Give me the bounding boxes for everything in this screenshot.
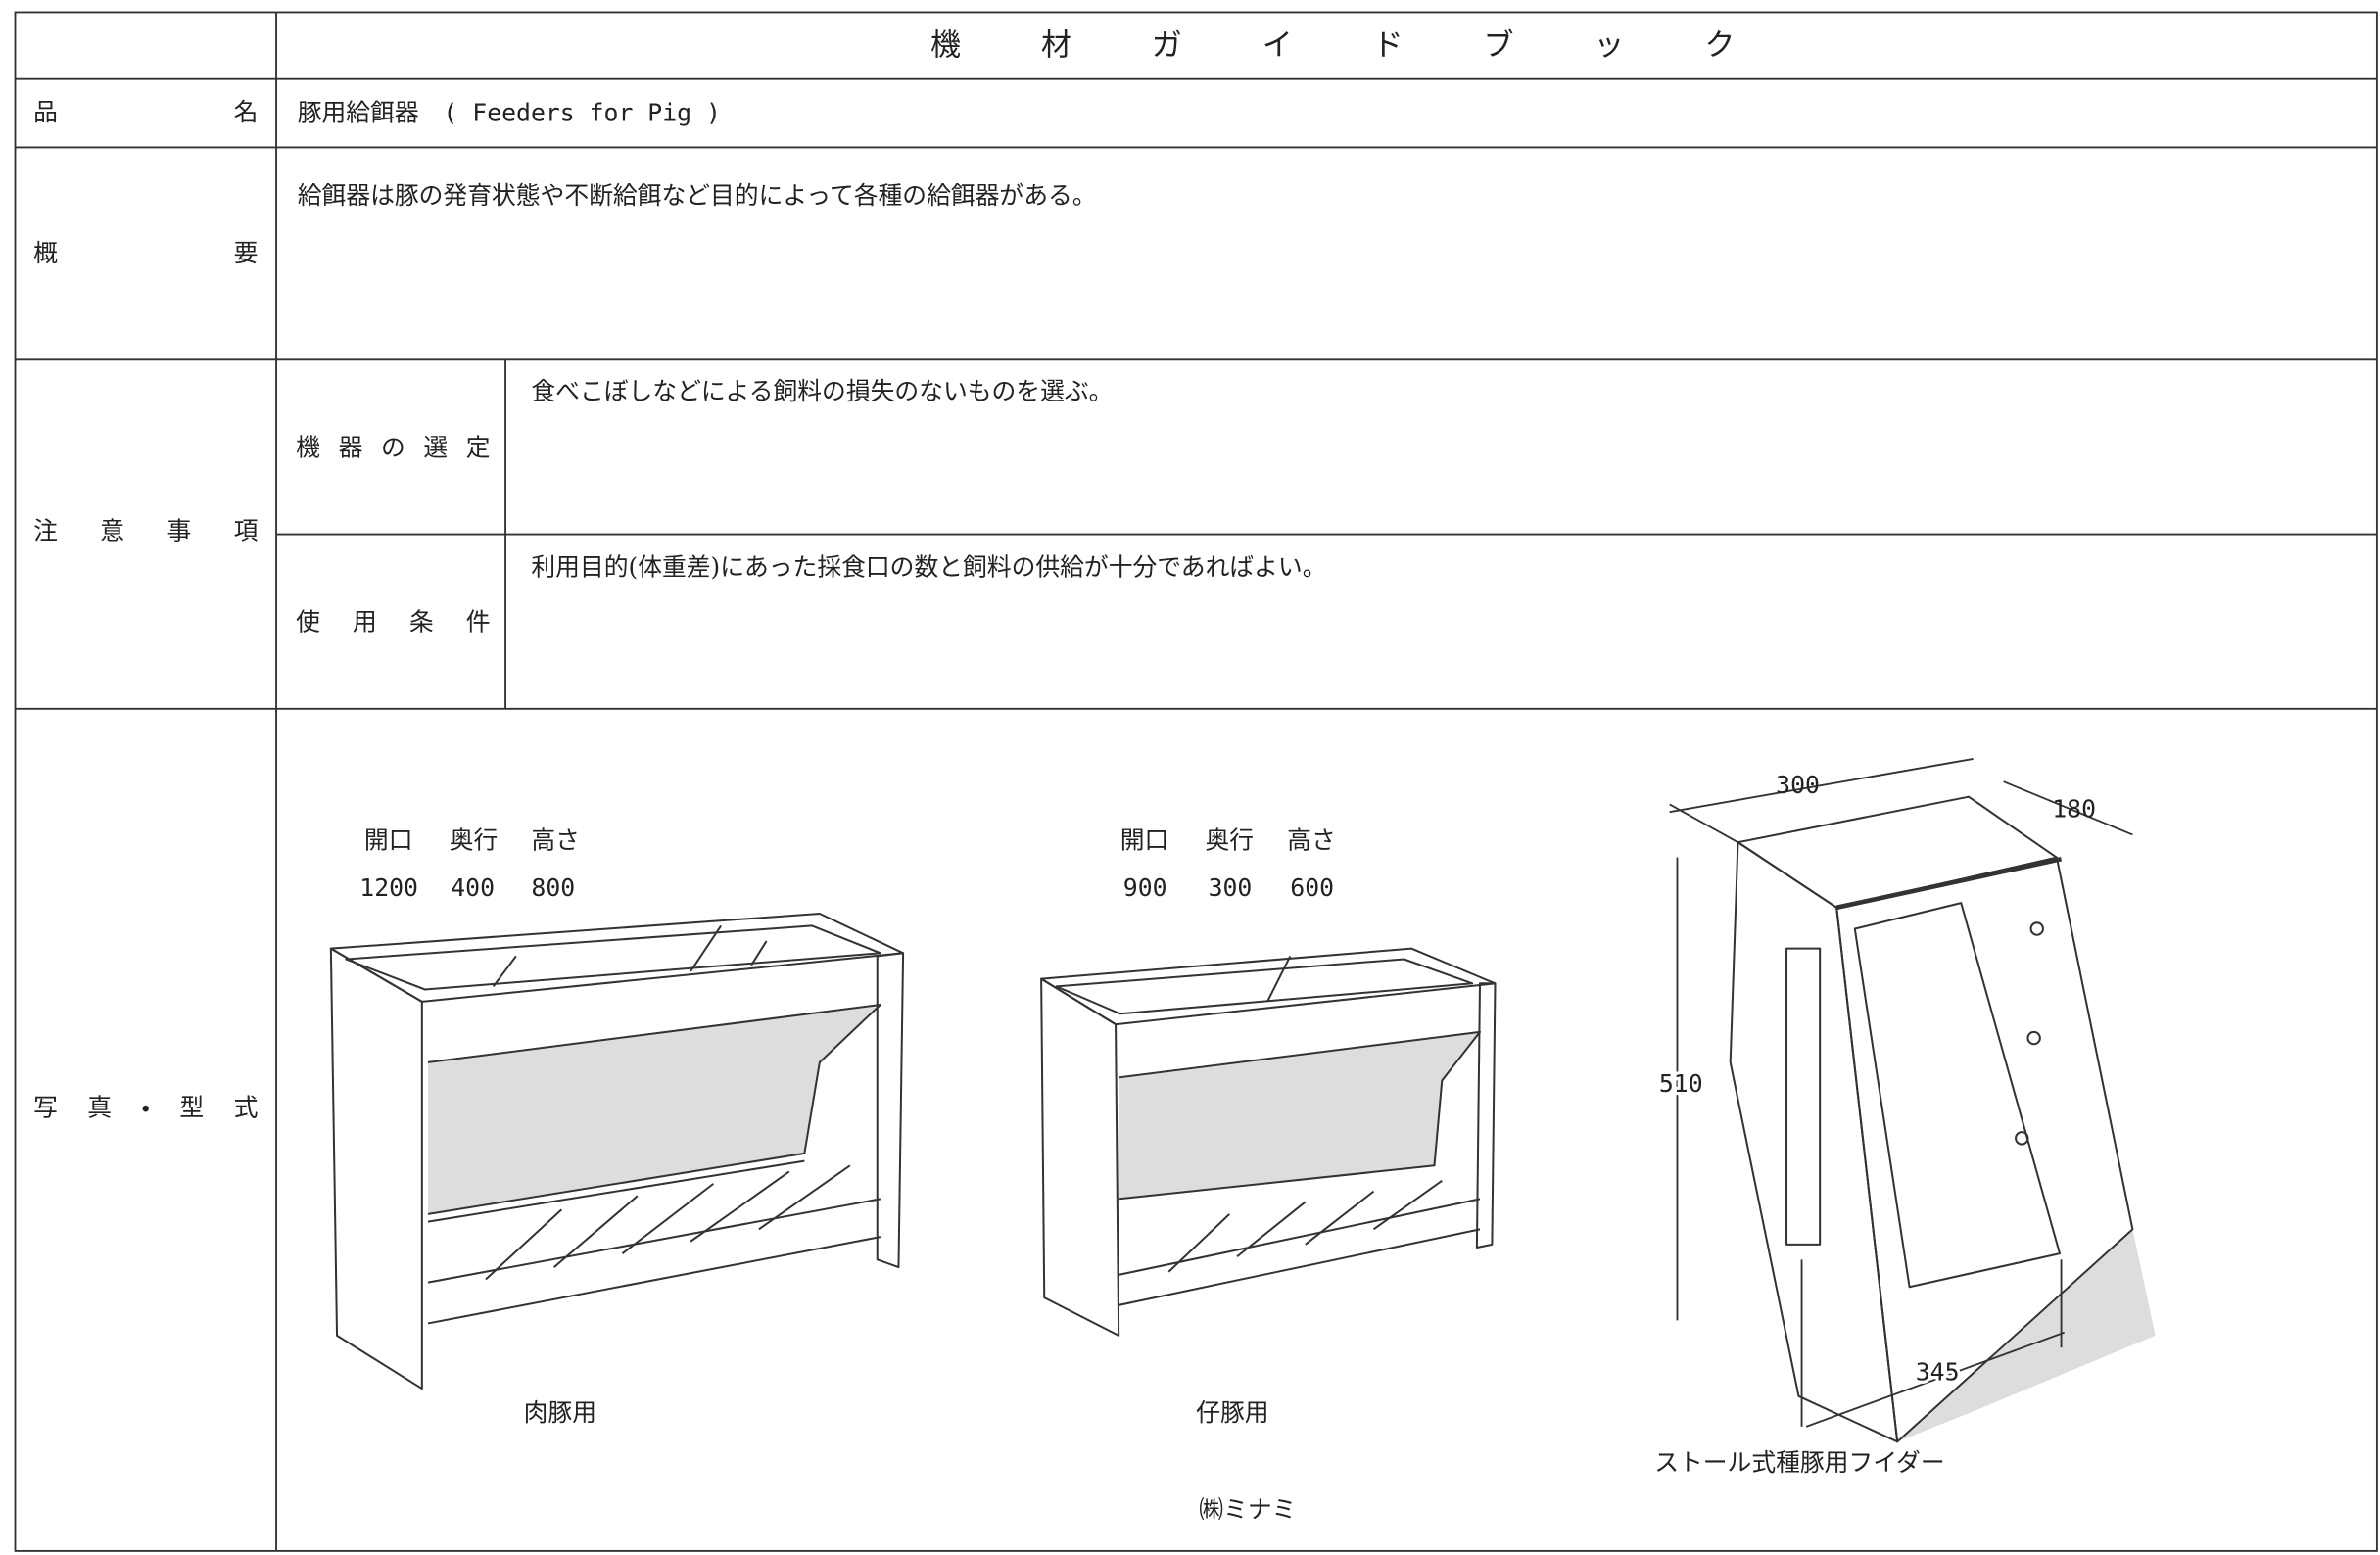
dim-value: 345	[1916, 1358, 1960, 1387]
outer-border	[14, 11, 2378, 1552]
dim-label: 高さ	[531, 826, 580, 855]
dim-label: 高さ	[1287, 826, 1336, 855]
dim-value: 400	[451, 873, 495, 902]
overview-text: 給餌器は豚の発育状態や不断給餌など目的によって各種の給餌器がある。	[298, 181, 1097, 210]
title: 機材ガイドブック	[930, 28, 1735, 64]
row-label: 品名	[33, 98, 258, 126]
dim-value: 800	[531, 873, 575, 902]
dim-label: 奥行	[1205, 826, 1254, 855]
row-label: 注意事項	[33, 517, 259, 545]
row-label: 写真・型式	[33, 1093, 258, 1121]
dim-label: 奥行	[450, 826, 499, 855]
dim-label: 開口	[1120, 826, 1169, 855]
sub-label: 機器の選定	[296, 433, 490, 461]
dim-label: 開口	[364, 826, 413, 855]
sub-label: 使用条件	[296, 608, 490, 636]
feeder-stall: 300 180 510 345	[1656, 758, 2156, 1443]
product-name: 豚用給餌器 ( Feeders for Pig )	[298, 98, 721, 126]
feeder-large: 開口 奥行 高さ 1200 400 800	[329, 826, 905, 1390]
caption: 仔豚用	[1196, 1398, 1268, 1427]
row-label: 概要	[33, 239, 258, 267]
dim-value: 1200	[359, 873, 418, 902]
dim-value: 600	[1290, 873, 1334, 902]
table-rules	[14, 11, 2378, 1552]
dim-value: 180	[2052, 795, 2096, 824]
dim-value: 300	[1209, 873, 1253, 902]
feeder-small: 開口 奥行 高さ 900 300 600	[1040, 826, 1497, 1337]
dim-value: 510	[1659, 1069, 1703, 1098]
dim-value: 300	[1776, 771, 1820, 799]
maker: ㈱ミナミ	[1199, 1495, 1296, 1524]
caution-text: 利用目的(体重差)にあった採食口の数と飼料の供給が十分であればよい。	[531, 553, 1326, 582]
caption: 肉豚用	[524, 1398, 596, 1427]
caption: ストール式種豚用フイダー	[1654, 1448, 1944, 1477]
dim-value: 900	[1123, 873, 1167, 902]
caution-text: 食べこぼしなどによる飼料の損失のないものを選ぶ。	[531, 377, 1113, 405]
